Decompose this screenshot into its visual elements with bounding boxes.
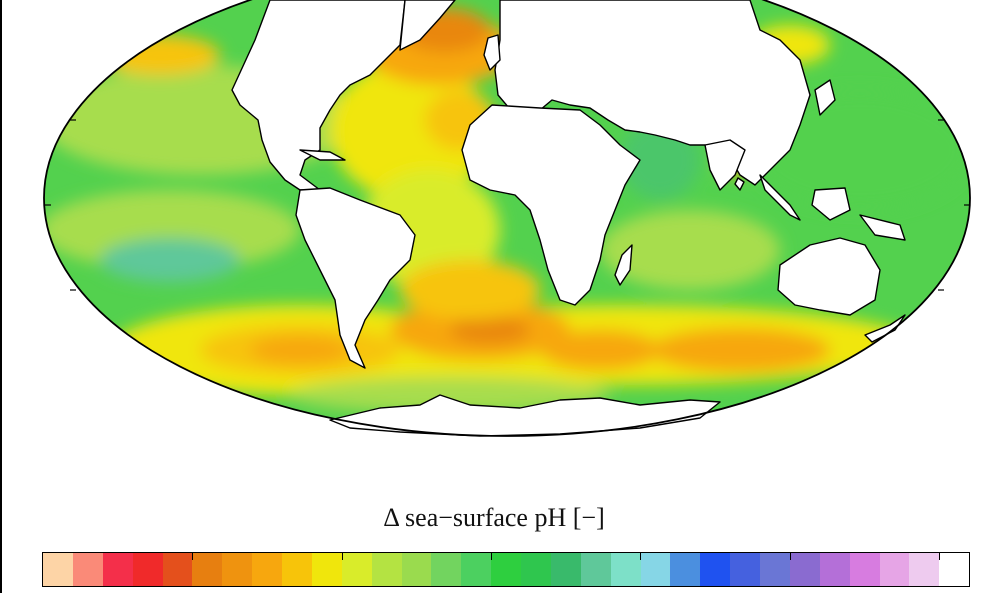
colorbar-swatch [43, 553, 73, 586]
new-guinea [859, 214, 906, 241]
colorbar-tick [491, 553, 493, 560]
map-boundary [43, 0, 971, 437]
uk [483, 34, 501, 71]
colorbar-tick [341, 553, 343, 560]
colorbar-swatch [760, 553, 790, 586]
colorbar-swatch [819, 553, 850, 586]
colorbar-tick [640, 553, 642, 560]
ph-change-field [44, 0, 970, 436]
land [231, 0, 906, 437]
cuba [299, 149, 346, 161]
colorbar-swatch [491, 553, 521, 586]
colorbar-swatch [162, 553, 193, 586]
greenland [399, 0, 456, 51]
japan [814, 79, 836, 116]
australia [777, 237, 881, 316]
colorbar-swatch [252, 553, 282, 586]
new-zealand [864, 314, 906, 343]
colorbar-swatch [849, 553, 880, 586]
colorbar-swatch [670, 553, 701, 586]
colorbar-swatch [879, 553, 910, 586]
left-frame-border [0, 0, 2, 593]
colorbar-swatch [730, 553, 760, 586]
colorbar-swatch [102, 553, 133, 586]
north-america [231, 0, 406, 191]
colorbar-swatch [580, 553, 611, 586]
colorbar-swatch [461, 553, 492, 586]
colorbar-swatch [222, 553, 253, 586]
colorbar-swatch [192, 553, 223, 586]
sri-lanka [734, 177, 745, 191]
africa [461, 104, 641, 306]
colorbar-swatch [132, 553, 163, 586]
colorbar-swatch [341, 553, 372, 586]
colorbar-swatch [909, 553, 940, 586]
map-ticks [44, 119, 970, 291]
colorbar-swatch [371, 553, 402, 586]
colorbar-swatch [401, 553, 432, 586]
colorbar-swatch [72, 553, 103, 586]
colorbar-swatch [789, 553, 820, 586]
colorbar-swatch [700, 553, 731, 586]
colorbar-swatch [610, 553, 641, 586]
colorbar-label: Δ sea−surface pH [−] [383, 503, 605, 532]
sumatra [759, 174, 801, 221]
madagascar [614, 244, 633, 286]
india [704, 139, 746, 191]
colorbar-tick [789, 553, 791, 560]
colorbar-swatch [282, 553, 312, 586]
colorbar-tick [939, 553, 941, 560]
colorbar-swatch [431, 553, 462, 586]
colorbar-swatch [640, 553, 671, 586]
colorbar-swatch [939, 553, 969, 586]
colorbar-swatch [521, 553, 551, 586]
colorbar-swatch [550, 553, 581, 586]
colorbar [42, 552, 970, 587]
colorbar-swatch [311, 553, 342, 586]
south-america [295, 187, 416, 369]
colorbar-tick [192, 553, 194, 560]
borneo [811, 187, 851, 221]
